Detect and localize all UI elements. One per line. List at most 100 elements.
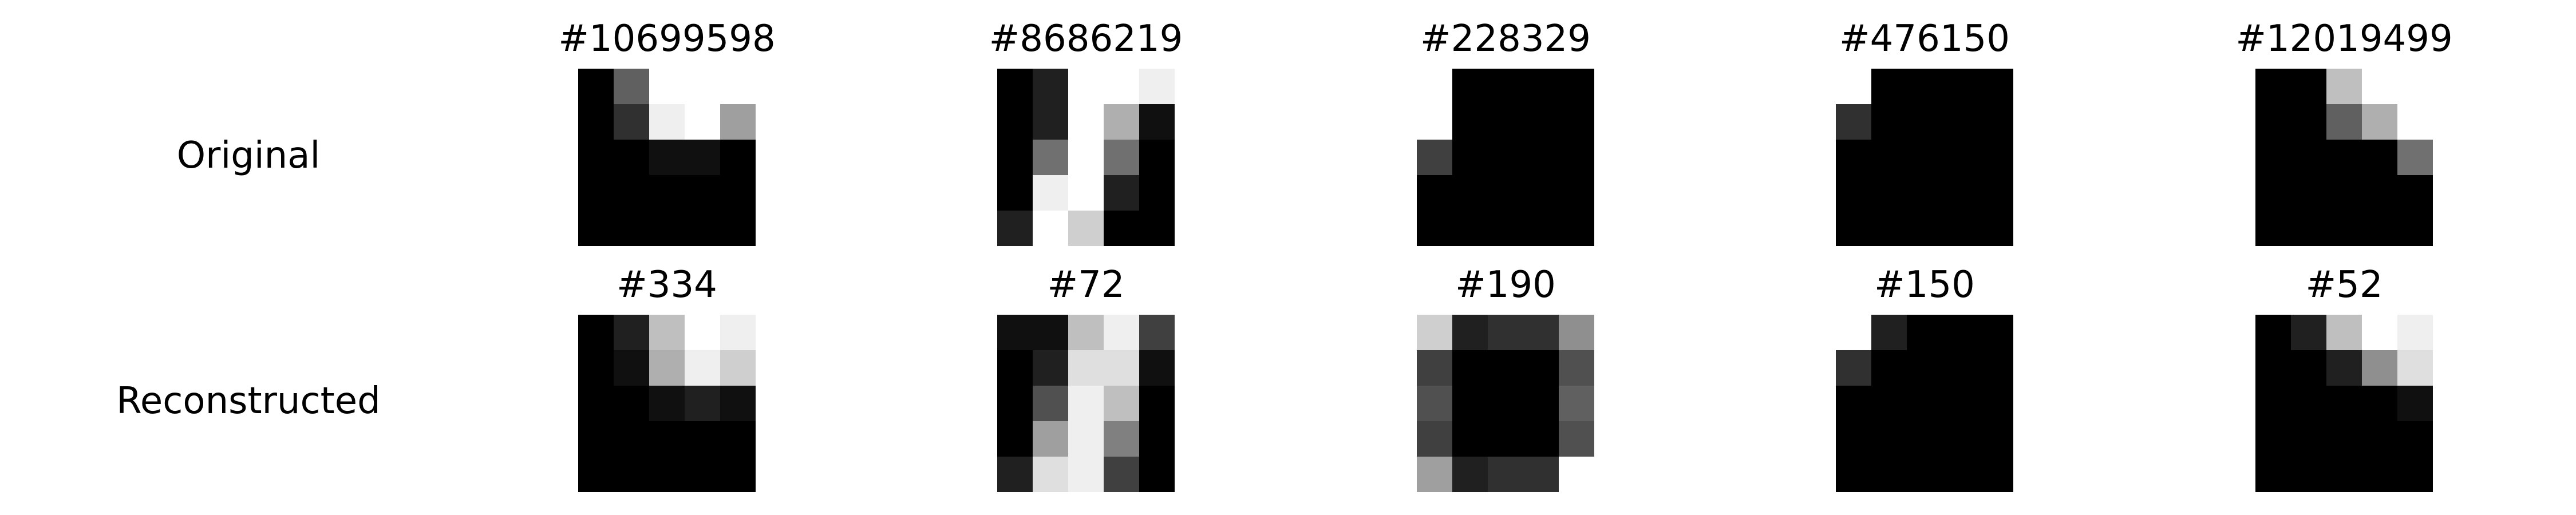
pixel-cell — [1488, 386, 1524, 422]
pixel-cell — [649, 457, 686, 492]
pixel-cell — [2362, 457, 2399, 492]
pixel-cell — [1139, 350, 1175, 387]
pixel-cell — [1978, 386, 2013, 422]
pixel-cell — [720, 69, 756, 105]
pixel-cell — [997, 140, 1034, 176]
pixel-cell — [1871, 386, 1908, 422]
pixel-cell — [997, 386, 1034, 422]
pixel-cell — [649, 104, 686, 141]
pixel-cell — [1139, 104, 1175, 141]
pixel-cell — [1942, 175, 1979, 212]
pixel-cell — [649, 421, 686, 458]
pixel-cell — [1942, 386, 1979, 422]
pixel-cell — [1559, 386, 1594, 422]
pixel-cell — [1452, 211, 1489, 246]
pixel-cell — [2255, 315, 2292, 351]
pixel-cell — [1871, 140, 1908, 176]
pixel-cell — [1871, 350, 1908, 387]
pixel-cell — [2397, 104, 2433, 141]
pixel-cell — [1523, 386, 1560, 422]
digit-image — [1836, 69, 2013, 246]
pixel-cell — [2397, 69, 2433, 105]
pixel-cell — [1417, 350, 1453, 387]
pixel-cell — [2326, 315, 2363, 351]
pixel-cell — [1139, 211, 1175, 246]
pixel-cell — [1559, 140, 1594, 176]
pixel-cell — [1139, 421, 1175, 458]
digit-image — [997, 69, 1175, 246]
pixel-cell — [1068, 211, 1105, 246]
pixel-cell — [720, 211, 756, 246]
pixel-cell — [578, 315, 615, 351]
pixel-cell — [1139, 69, 1175, 105]
pixel-cell — [1871, 69, 1908, 105]
pixel-cell — [720, 350, 756, 387]
pixel-cell — [1417, 175, 1453, 212]
pixel-cell — [2255, 69, 2292, 105]
pixel-cell — [1942, 211, 1979, 246]
pixel-cell — [2291, 457, 2328, 492]
pixel-cell — [2291, 211, 2328, 246]
pixel-cell — [1033, 315, 1069, 351]
pixel-cell — [649, 211, 686, 246]
pixel-cell — [1033, 421, 1069, 458]
pixel-cell — [685, 386, 721, 422]
pixel-cell — [1523, 175, 1560, 212]
pixel-cell — [614, 421, 650, 458]
pixel-cell — [1452, 457, 1489, 492]
pixel-cell — [1068, 350, 1105, 387]
pixel-cell — [1417, 421, 1453, 458]
pixel-cell — [1559, 175, 1594, 212]
pixel-cell — [1068, 175, 1105, 212]
pixel-cell — [1559, 104, 1594, 141]
pixel-cell — [1523, 140, 1560, 176]
pixel-cell — [1559, 457, 1594, 492]
pixel-cell — [2255, 457, 2292, 492]
pixel-cell — [614, 315, 650, 351]
pixel-cell — [2326, 421, 2363, 458]
pixel-cell — [1104, 175, 1140, 212]
pixel-cell — [2291, 104, 2328, 141]
pixel-cell — [2362, 175, 2399, 212]
pixel-cell — [997, 104, 1034, 141]
pixel-cell — [2291, 140, 2328, 176]
pixel-cell — [685, 140, 721, 176]
pixel-cell — [1559, 211, 1594, 246]
pixel-cell — [2255, 175, 2292, 212]
pixel-cell — [2291, 350, 2328, 387]
pixel-cell — [1871, 104, 1908, 141]
digit-image — [2255, 69, 2433, 246]
pixel-grid — [1417, 315, 1594, 492]
pixel-cell — [997, 421, 1034, 458]
pixel-cell — [685, 175, 721, 212]
pixel-cell — [1523, 104, 1560, 141]
pixel-cell — [1033, 211, 1069, 246]
pixel-cell — [1942, 104, 1979, 141]
pixel-cell — [2291, 421, 2328, 458]
pixel-cell — [2255, 211, 2292, 246]
pixel-cell — [578, 386, 615, 422]
pixel-cell — [1523, 350, 1560, 387]
pixel-cell — [1942, 350, 1979, 387]
pixel-grid — [1417, 69, 1594, 246]
digit-image — [997, 315, 1175, 492]
pixel-cell — [1139, 315, 1175, 351]
pixel-cell — [1978, 69, 2013, 105]
pixel-cell — [1907, 421, 1943, 458]
pixel-cell — [578, 140, 615, 176]
panel-title: #190 — [1455, 264, 1556, 306]
pixel-cell — [2397, 421, 2433, 458]
panel-title: #334 — [617, 264, 717, 306]
pixel-cell — [720, 175, 756, 212]
pixel-cell — [614, 104, 650, 141]
pixel-cell — [1871, 315, 1908, 351]
pixel-cell — [1978, 211, 2013, 246]
pixel-cell — [1836, 386, 1872, 422]
pixel-cell — [1559, 350, 1594, 387]
pixel-cell — [2255, 386, 2292, 422]
pixel-cell — [2397, 315, 2433, 351]
pixel-cell — [1452, 386, 1489, 422]
pixel-cell — [1452, 421, 1489, 458]
pixel-cell — [614, 350, 650, 387]
pixel-cell — [1139, 386, 1175, 422]
